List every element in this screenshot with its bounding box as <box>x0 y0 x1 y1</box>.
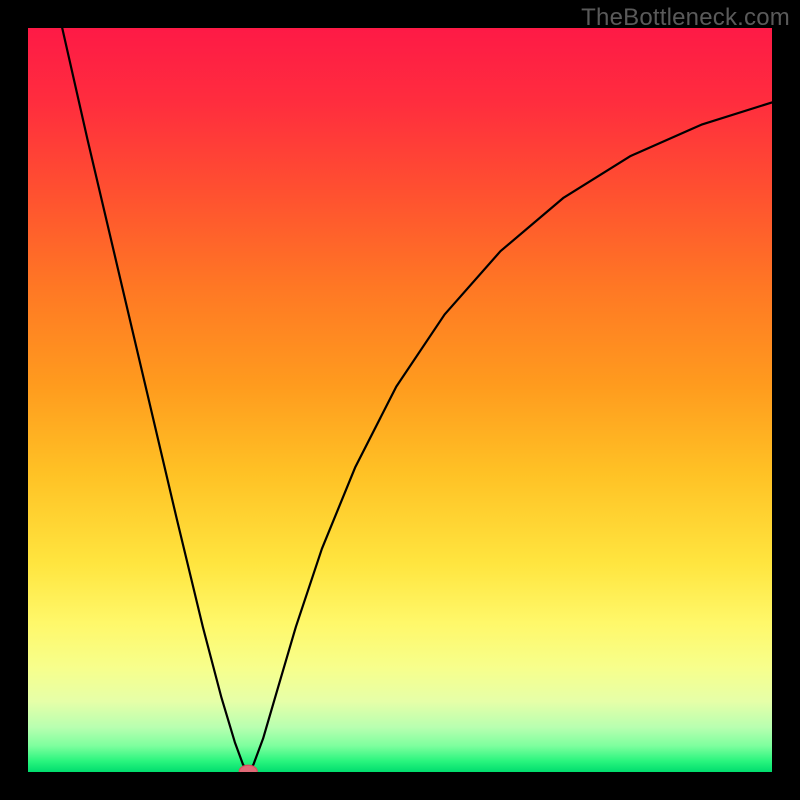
watermark-text: TheBottleneck.com <box>581 4 790 32</box>
bottleneck-chart <box>0 0 800 800</box>
chart-container: TheBottleneck.com <box>0 0 800 800</box>
plot-background <box>28 28 772 772</box>
